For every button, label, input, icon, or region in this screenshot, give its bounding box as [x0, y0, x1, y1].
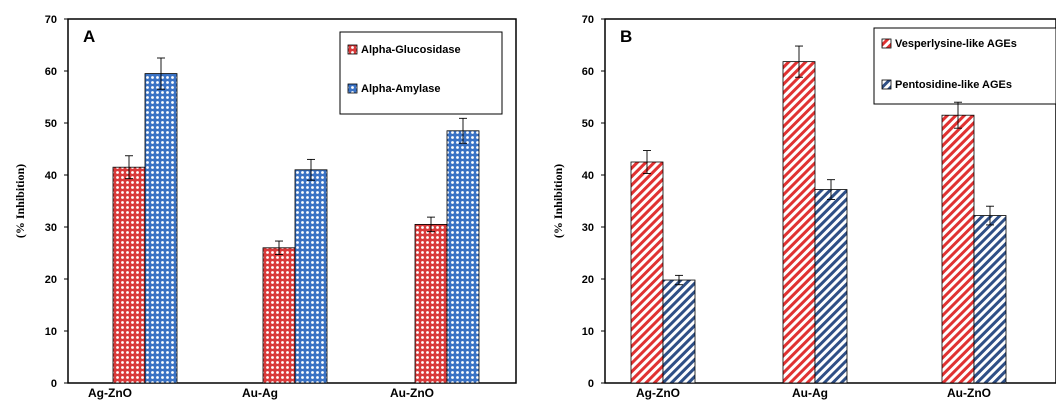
bar-vesperlysine-like-ages-au-zno [941, 114, 975, 384]
y-tick-label-a: 30 [45, 222, 57, 234]
y-tick-label-b: 50 [582, 118, 594, 130]
y-tick-label-a: 0 [51, 378, 57, 390]
legend-swatch-vesperlysine [881, 38, 892, 49]
x-category-label-a: Ag-ZnO [88, 386, 132, 400]
chart-panel-a: A (% Inhibition) Alpha-Glucosidase Alpha… [13, 14, 517, 400]
legend-swatch-alpha-amylase [347, 83, 358, 94]
x-category-label-b: Au-ZnO [947, 386, 991, 400]
x-category-label-a: Au-Ag [242, 386, 278, 400]
y-tick-label-a: 60 [45, 66, 57, 78]
legend-label-alpha-amylase: Alpha-Amylase [361, 83, 440, 95]
x-category-label-b: Au-Ag [792, 386, 828, 400]
panel-label-b: B [620, 27, 632, 46]
x-category-label-b: Ag-ZnO [636, 386, 680, 400]
legend-label-alpha-glucosidase: Alpha-Glucosidase [361, 44, 461, 56]
legend-swatch-alpha-glucosidase [347, 44, 358, 55]
bar-alpha-amylase-ag-zno [144, 73, 178, 384]
legend-swatch-pentosidine [881, 79, 892, 90]
chart-panel-b: B (% Inhibition) Vesperlysine-like AGEs … [551, 14, 1056, 400]
legend-label-pentosidine: Pentosidine-like AGEs [895, 79, 1012, 91]
bar-pentosidine-like-ages-au-ag [814, 189, 848, 384]
x-category-label-a: Au-ZnO [390, 386, 434, 400]
bar-alpha-amylase-au-zno [446, 130, 480, 384]
y-tick-label-a: 70 [45, 14, 57, 26]
bar-pentosidine-like-ages-au-zno [973, 215, 1007, 384]
bar-alpha-glucosidase-au-ag [262, 247, 296, 384]
panel-label-a: A [83, 27, 95, 46]
y-tick-label-b: 0 [588, 378, 594, 390]
legend-b: Vesperlysine-like AGEs Pentosidine-like … [873, 27, 1056, 105]
bar-alpha-amylase-au-ag [294, 169, 328, 384]
y-tick-label-a: 20 [45, 274, 57, 286]
y-axis-label-a: (% Inhibition) [13, 164, 27, 238]
bar-pentosidine-like-ages-ag-zno [662, 279, 696, 384]
y-tick-label-b: 20 [582, 274, 594, 286]
legend-label-vesperlysine: Vesperlysine-like AGEs [895, 38, 1017, 50]
y-tick-label-b: 70 [582, 14, 594, 26]
bar-alpha-glucosidase-ag-zno [112, 166, 146, 384]
bar-vesperlysine-like-ages-au-ag [782, 61, 816, 384]
y-tick-label-b: 60 [582, 66, 594, 78]
legend-a: Alpha-Glucosidase Alpha-Amylase [339, 31, 503, 115]
y-tick-label-a: 40 [45, 170, 57, 182]
y-tick-label-a: 50 [45, 118, 57, 130]
legend-box-a [339, 31, 503, 115]
y-tick-label-b: 10 [582, 326, 594, 338]
bar-alpha-glucosidase-au-zno [414, 223, 448, 384]
y-tick-label-b: 30 [582, 222, 594, 234]
y-tick-label-a: 10 [45, 326, 57, 338]
y-axis-label-b: (% Inhibition) [551, 164, 565, 238]
y-tick-label-b: 40 [582, 170, 594, 182]
legend-box-b [873, 27, 1056, 105]
bar-vesperlysine-like-ages-ag-zno [630, 161, 664, 384]
